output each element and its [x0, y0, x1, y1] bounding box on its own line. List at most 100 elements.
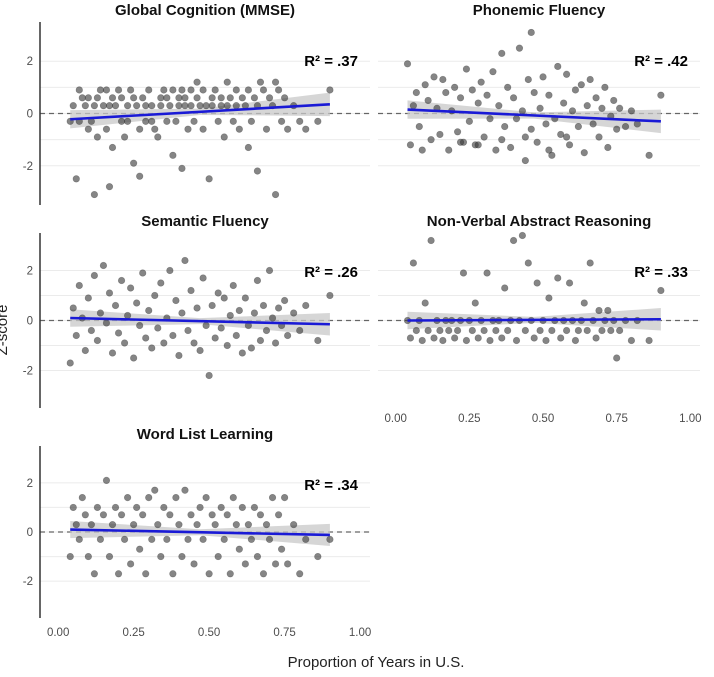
data-point	[512, 115, 521, 123]
data-point	[111, 102, 120, 110]
data-point	[102, 125, 111, 133]
data-point	[545, 91, 553, 99]
data-point	[598, 104, 606, 112]
data-point	[223, 341, 231, 350]
data-point	[232, 102, 240, 110]
data-point	[202, 494, 210, 502]
data-point	[190, 117, 198, 125]
panel-2: Phonemic Fluency R² = .42	[378, 2, 700, 167]
data-point	[202, 102, 210, 110]
panel-title: Semantic Fluency	[141, 213, 269, 230]
data-point	[284, 125, 292, 133]
data-point	[515, 44, 524, 52]
data-point	[524, 75, 532, 84]
data-point	[512, 336, 521, 345]
data-point	[148, 344, 156, 352]
data-point	[554, 274, 562, 282]
data-point	[598, 326, 606, 335]
data-point	[274, 511, 283, 519]
x-tick-label: 0.25	[122, 627, 144, 639]
data-point	[175, 521, 183, 529]
data-point	[645, 151, 653, 159]
data-point	[495, 102, 503, 110]
data-point	[114, 329, 123, 337]
data-point	[130, 521, 138, 529]
data-point	[577, 81, 585, 89]
data-point	[456, 94, 465, 102]
y-axis-title: Z-score	[0, 305, 11, 356]
data-point	[84, 94, 92, 102]
data-point	[406, 334, 415, 342]
data-point	[169, 86, 177, 94]
data-point	[592, 94, 600, 102]
data-point	[78, 494, 86, 502]
data-point	[160, 339, 168, 347]
data-point	[560, 99, 568, 107]
data-point	[548, 326, 556, 335]
data-point	[102, 476, 111, 485]
data-point	[139, 269, 147, 277]
data-point	[489, 68, 497, 76]
data-point	[154, 521, 162, 529]
data-point	[193, 521, 201, 529]
data-point	[75, 281, 83, 290]
data-point	[142, 570, 150, 578]
data-point	[583, 102, 591, 110]
data-point	[580, 299, 588, 307]
data-point	[229, 117, 237, 125]
data-point	[117, 276, 126, 285]
data-point	[562, 326, 571, 335]
data-point	[108, 349, 117, 357]
data-point	[190, 560, 198, 568]
data-point	[412, 88, 420, 97]
data-point	[84, 552, 92, 561]
data-point	[545, 146, 553, 154]
data-point	[445, 146, 453, 154]
data-point	[114, 86, 123, 94]
x-axis-title: Proportion of Years in U.S.	[288, 654, 465, 671]
y-tick-label: 2	[27, 56, 33, 68]
data-point	[326, 535, 334, 543]
y-tick-label: -2	[23, 161, 33, 173]
data-point	[583, 326, 591, 335]
data-point	[521, 326, 529, 335]
data-point	[93, 133, 102, 141]
data-point	[96, 86, 105, 94]
data-point	[184, 326, 192, 335]
panel-3: -2 0 2 Semantic Fluency R² = .26	[23, 213, 370, 408]
y-tick-label: -2	[23, 576, 33, 588]
data-point	[217, 503, 225, 512]
data-point	[105, 102, 114, 110]
data-point	[259, 86, 268, 94]
data-point	[187, 286, 195, 295]
data-point	[226, 94, 234, 102]
data-point	[235, 125, 243, 133]
data-point	[214, 552, 222, 561]
data-point	[518, 231, 527, 240]
data-point	[645, 336, 653, 345]
data-point	[281, 296, 289, 305]
data-point	[557, 130, 565, 139]
data-point	[509, 236, 518, 245]
data-point	[415, 122, 423, 131]
data-point	[574, 326, 582, 335]
data-point	[250, 94, 259, 102]
data-point	[175, 94, 183, 102]
data-point	[459, 269, 468, 277]
data-point	[232, 331, 240, 340]
data-point	[326, 291, 334, 300]
data-point	[238, 349, 246, 357]
data-point	[424, 96, 432, 105]
data-point	[193, 78, 201, 86]
data-point	[81, 102, 89, 110]
data-point	[130, 159, 138, 167]
data-point	[232, 86, 240, 94]
data-point	[427, 136, 435, 144]
x-tick-label: 0.00	[385, 413, 407, 425]
data-point	[220, 133, 228, 141]
x-tick-label: 0.50	[532, 413, 554, 425]
data-point	[99, 511, 108, 519]
y-tick-label: -2	[23, 366, 33, 378]
data-point	[111, 301, 120, 310]
data-point	[145, 86, 153, 94]
